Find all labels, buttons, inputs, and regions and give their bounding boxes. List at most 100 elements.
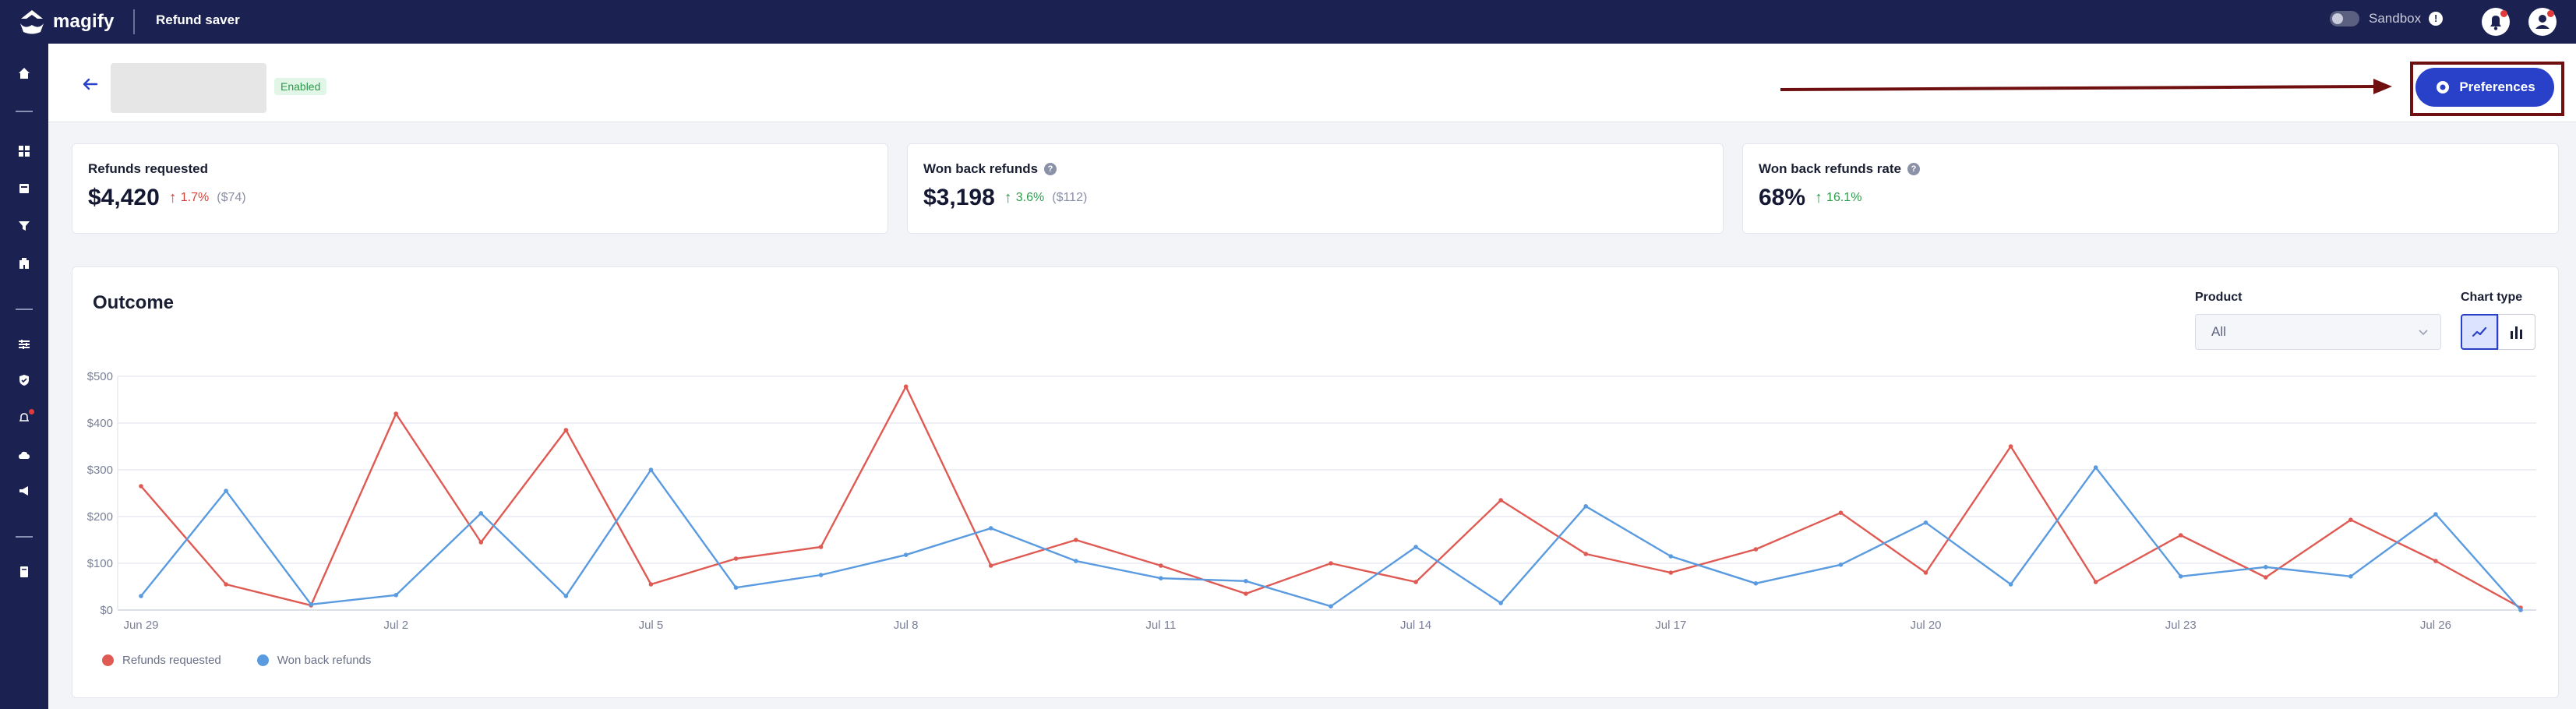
product-select-value: All (2211, 324, 2226, 339)
panel-title: Outcome (93, 292, 175, 313)
help-icon[interactable]: ? (1044, 163, 1057, 175)
sidebar-alerts[interactable] (15, 408, 34, 427)
data-point (1159, 563, 1163, 568)
data-point (1244, 579, 1248, 584)
data-point (2263, 575, 2268, 580)
data-point (224, 489, 228, 493)
data-point (733, 556, 739, 561)
sandbox-label: Sandbox (2369, 11, 2422, 26)
preferences-button[interactable]: Preferences (2415, 68, 2554, 107)
data-point (224, 582, 228, 587)
info-icon[interactable]: ! (2429, 12, 2444, 26)
data-point (478, 540, 484, 545)
arrow-up-icon: ↑ (1815, 189, 1823, 206)
stat-label: Won back refunds rate ? (1759, 161, 1920, 177)
outcome-panel: Outcome Product All Chart type $0 $100 $20… (72, 266, 2559, 698)
sliders-icon (19, 340, 30, 349)
x-tick-label: Jul 17 (1655, 619, 1686, 632)
sidebar-dashboard[interactable] (15, 142, 34, 160)
data-point (2518, 608, 2523, 612)
data-point (2433, 559, 2438, 563)
sidebar-campaigns[interactable] (15, 481, 34, 500)
sidebar-store[interactable] (15, 179, 34, 198)
data-point (563, 428, 569, 432)
stat-card-won-back-refunds: Won back refunds ? $3,198 ↑ 3.6% ($112) (907, 143, 1724, 234)
data-point (2178, 574, 2183, 579)
back-arrow-icon[interactable] (79, 73, 101, 95)
notification-badge (2500, 10, 2507, 17)
data-point (1073, 538, 1078, 542)
sandbox-toggle-group: Sandbox ! (2330, 11, 2444, 26)
y-tick-label: $0 (100, 604, 113, 617)
product-label: Product (2195, 291, 2243, 304)
data-point (1244, 591, 1248, 596)
data-point (988, 563, 993, 568)
data-point (563, 594, 569, 598)
data-point (818, 545, 824, 549)
data-point (818, 573, 824, 577)
legend-item-refunds-requested[interactable]: Refunds requested (102, 654, 221, 667)
data-point (2093, 465, 2098, 470)
data-point (1838, 563, 1844, 567)
filter-icon (19, 221, 30, 231)
x-tick-label: Jul 2 (383, 619, 408, 632)
top-bar: magify Refund saver Sandbox ! (0, 0, 2576, 44)
data-point (2178, 533, 2183, 538)
stat-change: 1.7% (180, 191, 210, 204)
product-select[interactable]: All (2195, 314, 2441, 350)
sidebar-home[interactable] (15, 64, 34, 83)
magify-logo-icon (20, 10, 44, 34)
brand-name: magify (53, 11, 115, 32)
data-point (648, 582, 654, 587)
brand[interactable]: magify (17, 8, 115, 36)
user-badge (2547, 10, 2554, 17)
legend-label: Refunds requested (122, 654, 221, 667)
data-point (2093, 580, 2098, 584)
x-tick-label: Jun 29 (123, 619, 158, 632)
y-tick-label: $200 (87, 510, 113, 524)
sidebar-divider (16, 111, 33, 112)
chart-type-bar-button[interactable] (2498, 314, 2535, 350)
x-tick-label: Jul 23 (2165, 619, 2197, 632)
stat-trend: ↑ 1.7% (169, 189, 209, 207)
outcome-line-chart: $0 $100 $200 $300 $400 $500 Jun 29 Jul 2 Jul 5 Ju… (87, 370, 2536, 632)
y-tick-label: $300 (87, 464, 113, 477)
sidebar-settings[interactable] (15, 335, 34, 354)
data-point (903, 552, 909, 557)
sidebar-building[interactable] (15, 254, 34, 273)
sidebar-cloud[interactable] (15, 446, 34, 464)
x-tick-label: Jul 20 (1910, 619, 1941, 632)
legend-swatch (256, 654, 269, 666)
sandbox-toggle[interactable] (2330, 11, 2359, 26)
data-point (478, 511, 484, 516)
y-tick-label: $400 (87, 417, 113, 430)
legend-item-won-back-refunds[interactable]: Won back refunds (256, 654, 371, 667)
help-icon[interactable]: ? (1907, 163, 1920, 175)
grid-icon (19, 146, 30, 157)
user-menu-button[interactable] (2528, 8, 2557, 36)
notifications-button[interactable] (2482, 8, 2510, 36)
brand-divider (133, 9, 135, 34)
data-point (309, 602, 313, 607)
data-point (1073, 559, 1078, 563)
line-chart-icon (2472, 326, 2487, 337)
chart-type-line-button[interactable] (2461, 314, 2498, 350)
megaphone-icon (19, 486, 28, 496)
data-point (2008, 582, 2013, 587)
sidebar-filters[interactable] (15, 217, 34, 235)
stat-change: 3.6% (1015, 191, 1045, 204)
inbox-icon (19, 184, 29, 193)
alert-badge (29, 409, 34, 414)
data-point (2433, 512, 2438, 517)
x-tick-label: Jul 8 (894, 619, 919, 632)
user-icon (2535, 15, 2550, 29)
data-point (1498, 601, 1503, 605)
data-point (1159, 576, 1163, 580)
x-tick-label: Jul 26 (2420, 619, 2451, 632)
sidebar-docs[interactable] (15, 563, 34, 581)
sidebar-refund-saver[interactable] (15, 371, 34, 390)
series-line-won-back-refunds (140, 466, 2521, 611)
stat-value: $4,420 (88, 185, 160, 210)
data-point (1583, 504, 1589, 509)
